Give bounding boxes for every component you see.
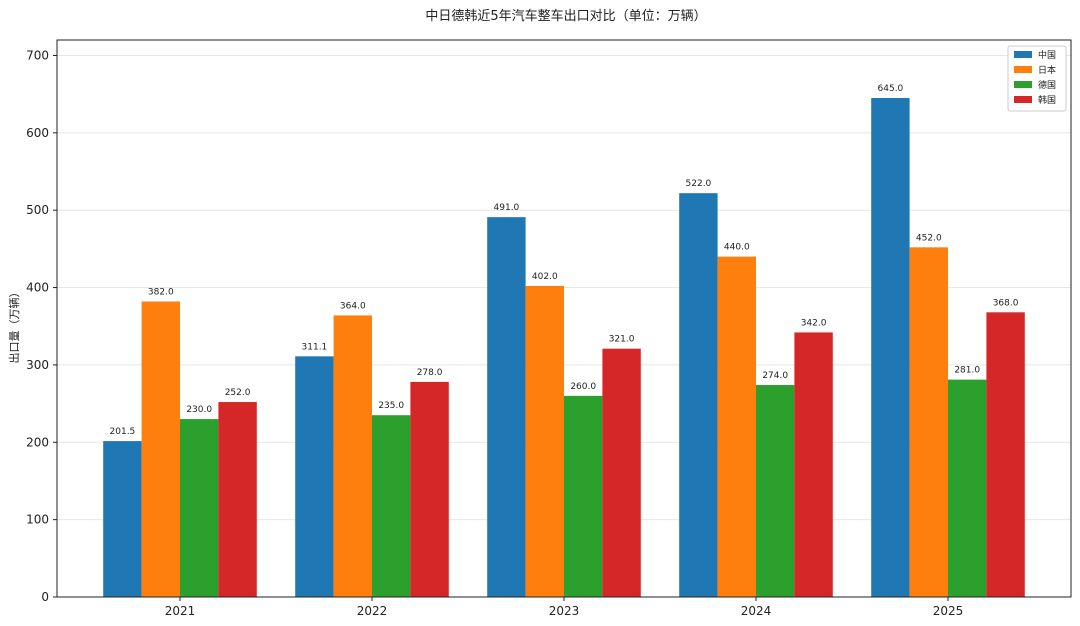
y-tick-label: 700 bbox=[26, 48, 49, 62]
data-label: 274.0 bbox=[762, 371, 788, 381]
data-label: 260.0 bbox=[570, 382, 596, 392]
data-label: 382.0 bbox=[148, 287, 174, 297]
bar bbox=[525, 286, 564, 597]
data-label: 440.0 bbox=[724, 243, 750, 253]
x-axis-ticks: 2021 2022 2023 2024 2025 bbox=[165, 597, 964, 618]
data-label: 235.0 bbox=[378, 401, 404, 411]
x-tick-label: 2021 bbox=[165, 604, 196, 618]
data-label: 491.0 bbox=[494, 203, 520, 213]
data-label: 278.0 bbox=[417, 368, 443, 378]
legend-label: 德国 bbox=[1038, 79, 1056, 91]
bar bbox=[372, 415, 411, 597]
bar bbox=[141, 301, 180, 597]
x-tick-label: 2023 bbox=[549, 604, 580, 618]
bar bbox=[295, 356, 334, 597]
bar bbox=[909, 247, 948, 598]
y-tick-label: 100 bbox=[26, 513, 49, 527]
bar bbox=[986, 312, 1025, 597]
data-label: 645.0 bbox=[878, 84, 904, 94]
x-tick-label: 2024 bbox=[741, 604, 772, 618]
legend-label: 韩国 bbox=[1038, 94, 1056, 106]
y-axis-label: 出口量（万辆） bbox=[7, 287, 21, 364]
legend-swatch bbox=[1014, 66, 1032, 73]
data-label: 311.1 bbox=[302, 342, 328, 352]
bar bbox=[333, 315, 372, 597]
bar bbox=[487, 217, 526, 597]
y-tick-label: 0 bbox=[41, 590, 49, 604]
data-label: 342.0 bbox=[801, 318, 827, 328]
bar bbox=[717, 256, 756, 597]
data-label: 252.0 bbox=[225, 388, 251, 398]
data-label: 230.0 bbox=[186, 405, 212, 415]
legend-swatch bbox=[1014, 96, 1032, 103]
bars-group bbox=[103, 98, 1025, 598]
bar bbox=[871, 98, 910, 597]
data-label: 201.5 bbox=[110, 427, 136, 437]
bar bbox=[218, 402, 257, 597]
bar bbox=[756, 385, 795, 597]
data-label: 281.0 bbox=[954, 366, 980, 376]
legend-swatch bbox=[1014, 51, 1032, 58]
bar bbox=[564, 395, 603, 597]
legend-label: 中国 bbox=[1038, 49, 1056, 61]
chart-title: 中日德韩近5年汽车整车出口对比（单位：万辆） bbox=[425, 8, 706, 24]
data-label: 368.0 bbox=[993, 298, 1019, 308]
y-tick-label: 400 bbox=[26, 281, 49, 295]
legend-box bbox=[1007, 45, 1067, 112]
y-tick-label: 300 bbox=[26, 358, 49, 372]
bar bbox=[410, 381, 449, 597]
x-tick-label: 2025 bbox=[933, 604, 964, 618]
bar bbox=[602, 348, 641, 597]
y-tick-label: 600 bbox=[26, 126, 49, 140]
bar bbox=[948, 379, 987, 597]
legend-swatch bbox=[1014, 81, 1032, 88]
bar bbox=[103, 441, 142, 597]
y-axis-ticks: 0 100 200 300 400 500 600 700 bbox=[26, 48, 57, 604]
data-label: 402.0 bbox=[532, 272, 558, 282]
y-tick-label: 500 bbox=[26, 203, 49, 217]
y-tick-label: 200 bbox=[26, 435, 49, 449]
legend-label: 日本 bbox=[1038, 64, 1056, 76]
data-label: 321.0 bbox=[609, 335, 635, 345]
bar bbox=[679, 193, 718, 598]
data-labels-group: 201.5 382.0 230.0 252.0 311.1 364.0 235.0 278.0… bbox=[110, 84, 1019, 437]
bar bbox=[794, 332, 833, 597]
data-label: 522.0 bbox=[686, 179, 712, 189]
x-tick-label: 2022 bbox=[357, 604, 388, 618]
data-label: 364.0 bbox=[340, 301, 366, 311]
bar bbox=[180, 419, 219, 597]
data-label: 452.0 bbox=[916, 233, 942, 243]
